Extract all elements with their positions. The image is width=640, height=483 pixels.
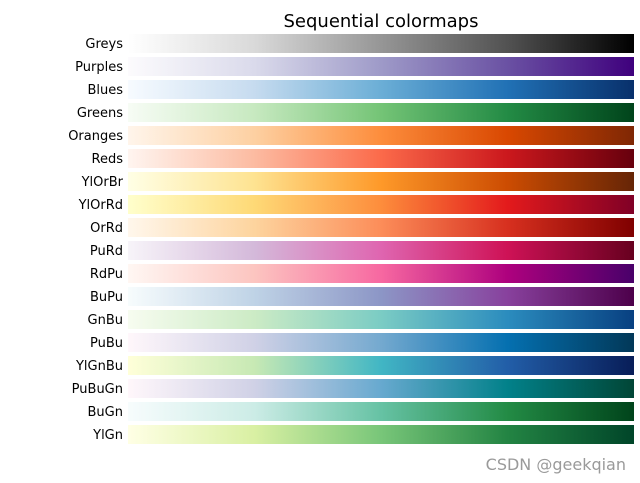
- colormap-strip-greens: [128, 103, 634, 122]
- colormap-label-ylorrd: YlOrRd: [78, 198, 123, 213]
- colormap-label-purples: Purples: [75, 60, 123, 75]
- colormap-label-orrd: OrRd: [90, 221, 123, 236]
- colormap-strip-bugn: [128, 402, 634, 421]
- colormap-label-gnbu: GnBu: [88, 313, 123, 328]
- colormap-strip-orrd: [128, 218, 634, 237]
- watermark: CSDN @geekqian: [486, 455, 626, 474]
- colormap-strip-pubugn: [128, 379, 634, 398]
- colormap-strip-pubu: [128, 333, 634, 352]
- colormap-label-bupu: BuPu: [90, 290, 123, 305]
- colormap-label-bugn: BuGn: [88, 405, 123, 420]
- colormap-strip-ylgnbu: [128, 356, 634, 375]
- colormap-label-purd: PuRd: [90, 244, 123, 259]
- colormap-label-rdpu: RdPu: [90, 267, 123, 282]
- colormap-label-ylgnbu: YlGnBu: [75, 359, 123, 374]
- colormap-label-ylgn: YlGn: [92, 428, 123, 443]
- colormap-label-reds: Reds: [92, 152, 124, 167]
- colormap-label-pubugn: PuBuGn: [72, 382, 123, 397]
- colormap-strip-greys: [128, 34, 634, 53]
- colormap-label-blues: Blues: [87, 83, 123, 98]
- colormap-strip-ylgn: [128, 425, 634, 444]
- colormap-strip-reds: [128, 149, 634, 168]
- colormap-strip-ylorrd: [128, 195, 634, 214]
- colormap-strip-gnbu: [128, 310, 634, 329]
- colormap-label-oranges: Oranges: [68, 129, 123, 144]
- colormap-strip-ylorbr: [128, 172, 634, 191]
- colormap-strip-purples: [128, 57, 634, 76]
- colormap-strip-blues: [128, 80, 634, 99]
- colormap-rows: Greys Purples Blues Greens Oranges Reds YlOrBr…: [68, 34, 634, 444]
- colormap-strip-rdpu: [128, 264, 634, 283]
- colormap-label-pubu: PuBu: [90, 336, 123, 351]
- colormap-label-greens: Greens: [77, 106, 123, 121]
- chart-title: Sequential colormaps: [283, 11, 478, 32]
- colormap-strip-bupu: [128, 287, 634, 306]
- colormap-label-greys: Greys: [85, 37, 123, 52]
- colormap-strip-oranges: [128, 126, 634, 145]
- colormap-label-ylorbr: YlOrBr: [81, 175, 124, 190]
- colormap-strip-purd: [128, 241, 634, 260]
